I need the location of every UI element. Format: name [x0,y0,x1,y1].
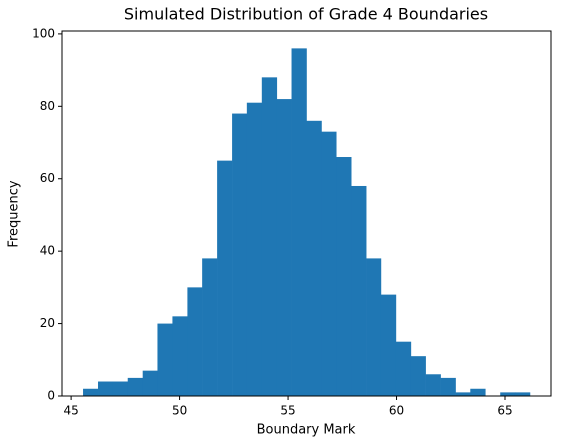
bar [202,258,218,396]
bar [425,374,441,396]
y-tick-label: 100 [32,26,55,40]
x-tick-label: 50 [172,404,187,418]
y-tick-label: 40 [40,244,55,258]
bar [366,258,382,396]
y-tick-label: 20 [40,316,55,330]
bar [470,388,486,396]
bar [500,392,516,396]
bar [172,316,188,396]
y-axis-label: Frequency [7,180,22,247]
bar [351,185,367,396]
bar [261,77,278,396]
plot-frame [61,30,552,397]
bar [127,377,144,396]
chart-title: Simulated Distribution of Grade 4 Bounda… [124,5,488,24]
x-axis-label: Boundary Mark [257,423,356,438]
y-tick-label: 80 [40,99,55,113]
bar [514,392,531,396]
bar [232,113,248,397]
bar [395,341,412,396]
bar [157,323,173,396]
bar [410,356,426,396]
bar [112,381,129,396]
bar [142,370,158,396]
bar [321,131,337,397]
bar [380,294,397,396]
bar [306,120,322,397]
y-tick-label: 60 [40,171,55,185]
bar [291,48,307,396]
bar [455,392,471,396]
bar [276,99,292,397]
x-tick-label: 45 [63,404,78,418]
bar [336,157,352,396]
x-tick-label: 60 [389,404,404,418]
bar [217,160,233,396]
bar [98,381,114,396]
y-tick-label: 0 [47,389,55,403]
bar [187,287,203,396]
bar [440,377,456,396]
bar [83,388,99,396]
bar [246,102,263,397]
x-tick-label: 65 [497,404,512,418]
x-tick-label: 55 [280,404,295,418]
